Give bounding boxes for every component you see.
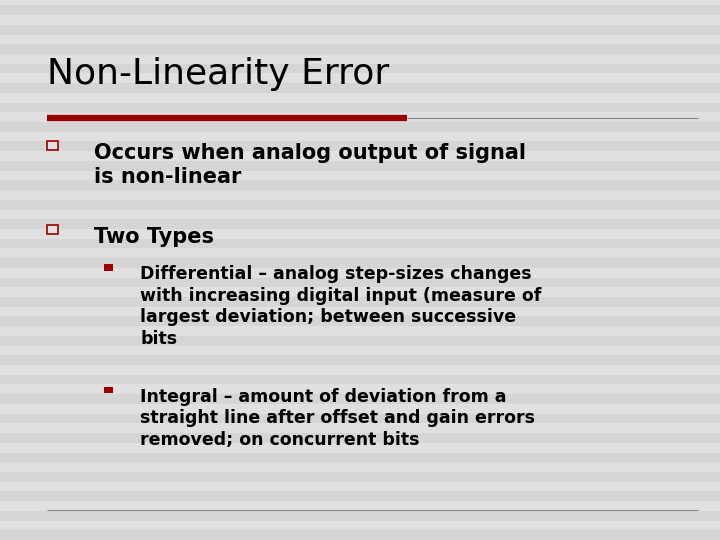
Bar [0,453,720,462]
Bar [0,316,720,326]
Bar [104,387,113,393]
Bar [0,336,720,346]
Bar [0,394,720,404]
Bar [47,225,58,234]
Bar [0,64,720,73]
Bar [0,297,720,307]
Bar [0,180,720,190]
Bar [0,530,720,540]
Bar [0,5,720,15]
Bar [0,161,720,171]
Bar [0,122,720,132]
Bar [0,511,720,521]
Bar [0,414,720,423]
Bar [0,355,720,365]
Text: Two Types: Two Types [94,227,214,247]
Bar [0,375,720,384]
Bar [0,103,720,112]
Bar [0,433,720,443]
Text: Integral – amount of deviation from a
straight line after offset and gain errors: Integral – amount of deviation from a st… [140,388,536,449]
Bar [0,83,720,93]
Bar [0,141,720,151]
Text: Differential – analog step-sizes changes
with increasing digital input (measure : Differential – analog step-sizes changes… [140,265,541,348]
Text: Occurs when analog output of signal
is non-linear: Occurs when analog output of signal is n… [94,143,526,187]
Bar [104,264,113,271]
Bar [0,219,720,229]
Bar [0,278,720,287]
Bar [0,44,720,54]
Bar [0,239,720,248]
Text: Non-Linearity Error: Non-Linearity Error [47,57,389,91]
Bar [0,491,720,501]
Bar [0,25,720,35]
Bar [47,141,58,150]
Bar [0,472,720,482]
Bar [0,258,720,268]
Bar [0,200,720,210]
